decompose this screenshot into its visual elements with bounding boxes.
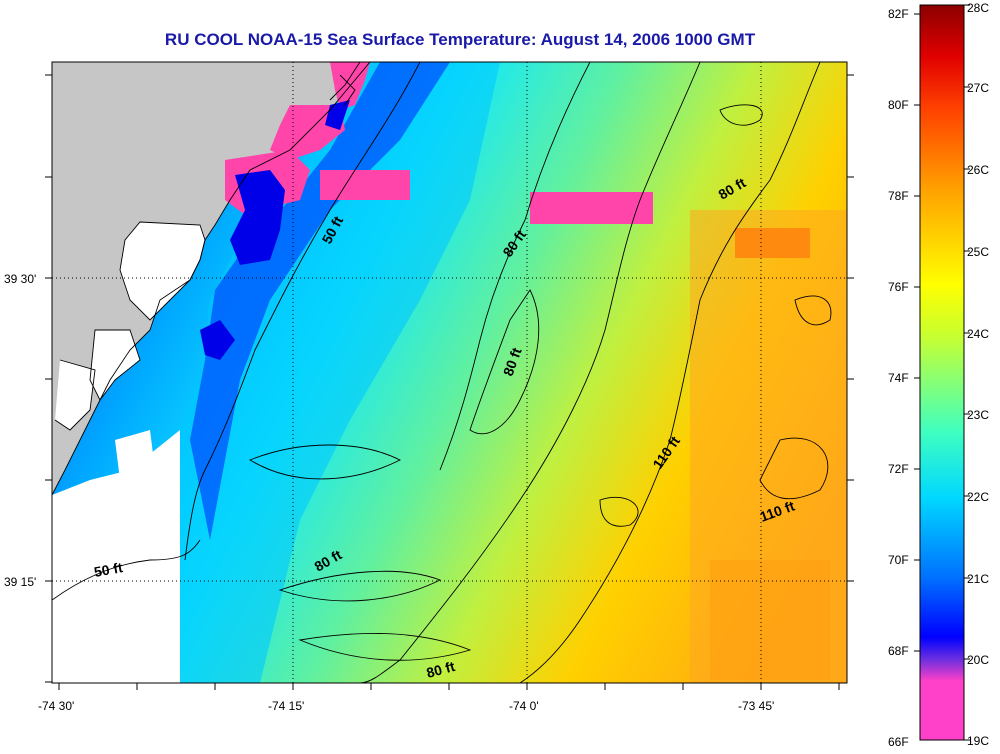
- colorbar-c-label: 19C: [967, 734, 989, 748]
- no-data-region: [52, 430, 180, 683]
- bay-no-data: [90, 330, 140, 400]
- bay-no-data: [120, 222, 205, 320]
- colorbar-f-label: 80F: [888, 98, 909, 112]
- colorbar-f-label: 78F: [888, 189, 909, 203]
- lon-tick-label: -73 45': [738, 699, 774, 713]
- map-title: RU COOL NOAA-15 Sea Surface Temperature:…: [164, 30, 756, 49]
- colorbar-c-label: 25C: [967, 245, 989, 259]
- lat-tick-label: 39 15': [4, 575, 36, 589]
- bathymetry-contours: [52, 62, 832, 683]
- colorbar-f-label: 72F: [888, 462, 909, 476]
- bay-no-data: [115, 430, 155, 480]
- axis-labels: -74 30' -74 15' -74 0' -73 45' 39 30' 39…: [4, 272, 774, 713]
- colorbar-c-label: 23C: [967, 408, 989, 422]
- colorbar-f-label: 68F: [888, 644, 909, 658]
- axis-ticks: [45, 74, 854, 690]
- bay-no-data: [55, 360, 95, 430]
- land-new-jersey: [52, 62, 370, 495]
- colorbar-f-label: 66F: [888, 735, 909, 749]
- colorbar-c-label: 22C: [967, 490, 989, 504]
- cold-water-core: [200, 100, 350, 360]
- coastline: [52, 62, 371, 496]
- colorbar-c-label: 28C: [967, 1, 989, 15]
- lon-tick-label: -74 0': [509, 699, 539, 713]
- colorbar-f-label: 70F: [888, 553, 909, 567]
- depth-label: 80 ft: [425, 658, 457, 681]
- colorbar-c-label: 26C: [967, 163, 989, 177]
- lon-tick-label: -74 15': [268, 699, 304, 713]
- temperature-colorbar: 82F 80F 78F 76F 74F 72F 70F 68F 66F 28C …: [888, 1, 989, 749]
- sst-plot-area: [52, 62, 847, 683]
- graticule: [52, 62, 847, 683]
- warm-water-patch: [735, 228, 810, 258]
- cold-upwelling-band: [190, 62, 450, 540]
- colorbar-c-label: 21C: [967, 572, 989, 586]
- warm-water-patch: [710, 560, 830, 680]
- colorbar-c-label: 20C: [967, 653, 989, 667]
- colorbar-c-label: 27C: [967, 81, 989, 95]
- colorbar-f-label: 82F: [888, 7, 909, 21]
- lon-tick-label: -74 30': [38, 699, 74, 713]
- colorbar-c-label: 24C: [967, 327, 989, 341]
- colorbar-f-label: 74F: [888, 371, 909, 385]
- colorbar-gradient: [919, 4, 965, 741]
- lat-tick-label: 39 30': [4, 272, 36, 286]
- colorbar-f-label: 76F: [888, 280, 909, 294]
- depth-label: 50 ft: [93, 559, 124, 580]
